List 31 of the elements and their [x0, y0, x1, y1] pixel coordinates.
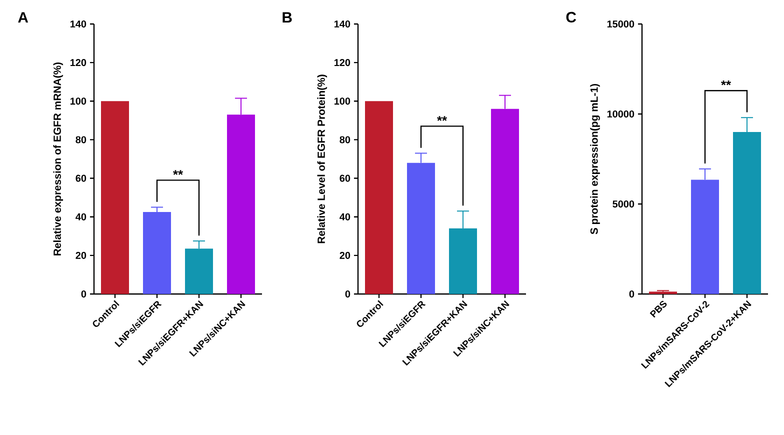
y-tick-label: 140: [70, 20, 86, 28]
y-tick-label: 5000: [612, 200, 634, 208]
chart-title: A: [18, 12, 28, 22]
y-tick-label: 80: [76, 136, 86, 144]
y-tick-label: 10000: [607, 110, 634, 118]
y-tick-label: 40: [76, 213, 86, 220]
y-tick-label: 0: [81, 290, 86, 298]
y-tick-label: 0: [629, 290, 634, 298]
bar: [101, 101, 129, 294]
annotation: **: [172, 170, 184, 175]
y-tick-label: 20: [340, 252, 350, 259]
y-tick-label: 140: [334, 20, 350, 28]
y-axis-title: Relative Level of EGFR Protein(%): [317, 74, 328, 244]
y-tick-label: 0: [345, 290, 350, 298]
y-axis-title: S protein expression(pg mL-1): [590, 84, 600, 234]
chart-title: C: [566, 12, 576, 22]
bar: [365, 101, 394, 294]
y-tick-label: 100: [70, 98, 86, 105]
y-tick-label: 100: [334, 98, 350, 105]
annotation: **: [721, 80, 732, 86]
y-tick-label: 80: [340, 136, 350, 144]
y-axis-title: Relative expression of EGFR mRNA(%): [53, 62, 64, 256]
y-tick-label: 40: [340, 213, 350, 220]
y-tick-label: 60: [76, 174, 86, 182]
y-tick-label: 20: [76, 252, 86, 259]
y-tick-label: 120: [70, 59, 86, 66]
y-tick-label: 60: [340, 174, 350, 182]
y-tick-label: 120: [334, 59, 350, 66]
y-tick-label: 15000: [607, 20, 634, 28]
annotation: **: [436, 116, 448, 121]
chart-title: B: [282, 12, 292, 22]
